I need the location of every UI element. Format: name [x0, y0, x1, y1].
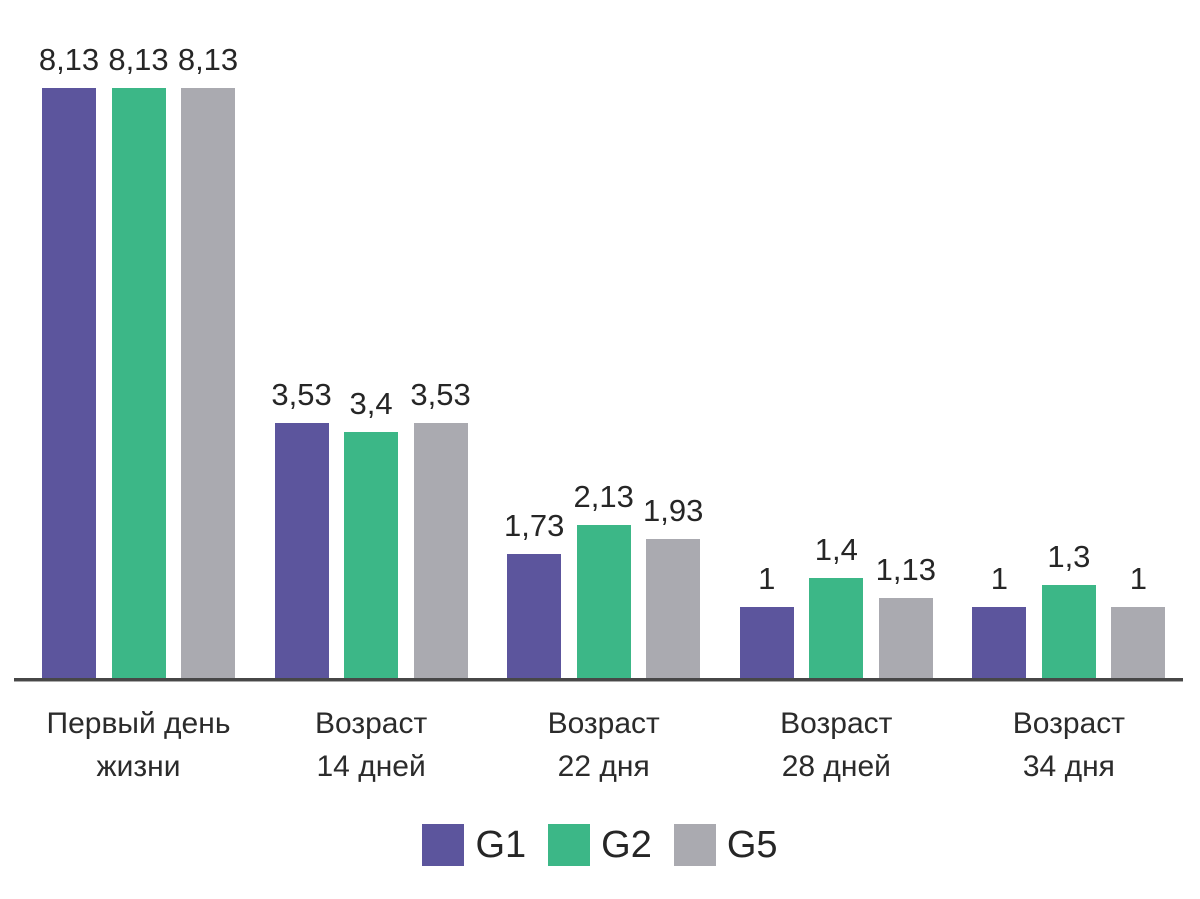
bar-value-label: 8,13 — [38, 42, 100, 77]
category-label: Возраст 14 дней — [251, 702, 491, 788]
bar-g5-cat2 — [646, 539, 701, 680]
bar-g1-cat4 — [972, 607, 1027, 680]
legend-label: G1 — [475, 824, 527, 866]
category-label: Возраст 22 дня — [484, 702, 724, 788]
bar-g2-cat3 — [809, 578, 864, 680]
legend-label: G2 — [601, 824, 652, 866]
legend-item-g2: G2 — [548, 824, 652, 866]
category-label-line: 28 дней — [781, 750, 891, 783]
legend-item-g5: G5 — [673, 824, 778, 866]
category-label: Первый день жизни — [19, 702, 259, 788]
legend-swatch-g5 — [673, 824, 716, 866]
bar-value-label: 1 — [758, 561, 776, 597]
category-label-line: 14 дней — [316, 750, 426, 783]
bar-g1-cat0 — [42, 88, 96, 680]
category-label-line: Первый день — [46, 707, 231, 740]
bar-value-label: 1 — [1129, 561, 1148, 597]
bar-value-label: 8,13 — [108, 42, 169, 77]
bar-value-label: 1,4 — [814, 532, 858, 568]
x-axis-line — [14, 678, 1183, 682]
category-label-line: Возраст — [1012, 707, 1125, 740]
legend-swatch-g2 — [548, 824, 591, 866]
category-label-line: Возраст — [780, 707, 893, 740]
category-label-line: Возраст — [314, 707, 428, 740]
bar-value-label: 2,13 — [573, 478, 634, 514]
bar-g5-cat1 — [413, 422, 468, 680]
bar-g5-cat0 — [181, 88, 235, 680]
legend-label: G5 — [726, 824, 778, 866]
bar-value-label: 1,13 — [875, 551, 936, 587]
bar-g1-cat1 — [274, 422, 329, 680]
bar-value-label: 3,4 — [349, 386, 393, 422]
category-label: Возраст 34 дня — [949, 702, 1189, 788]
category-label-line: 34 дня — [1022, 750, 1115, 783]
bar-g1-cat3 — [739, 607, 794, 680]
bar-g2-cat2 — [576, 524, 631, 680]
bar-value-label: 1,3 — [1047, 539, 1091, 575]
bar-value-label: 3,53 — [410, 376, 471, 412]
legend: G1 G2 G5 — [0, 824, 1200, 866]
bar-value-label: 1 — [990, 561, 1009, 597]
category-label-line: жизни — [96, 750, 181, 783]
bar-g2-cat1 — [344, 432, 399, 680]
legend-item-g1: G1 — [422, 824, 526, 866]
bar-g1-cat2 — [507, 554, 562, 680]
category-label: Возраст 28 дней — [716, 702, 956, 788]
bar-value-label: 1,73 — [504, 508, 565, 544]
bar-value-label: 3,53 — [271, 376, 332, 412]
bar-g5-cat4 — [1111, 607, 1166, 680]
bar-g5-cat3 — [878, 597, 933, 680]
bar-g2-cat0 — [111, 88, 166, 680]
category-label-line: Возраст — [547, 707, 660, 740]
category-label-line: 22 дня — [557, 750, 650, 783]
legend-swatch-g1 — [422, 824, 465, 866]
bar-value-label: 1,93 — [643, 493, 704, 529]
bar-g2-cat4 — [1041, 585, 1096, 680]
bar-value-label: 8,13 — [177, 42, 239, 77]
